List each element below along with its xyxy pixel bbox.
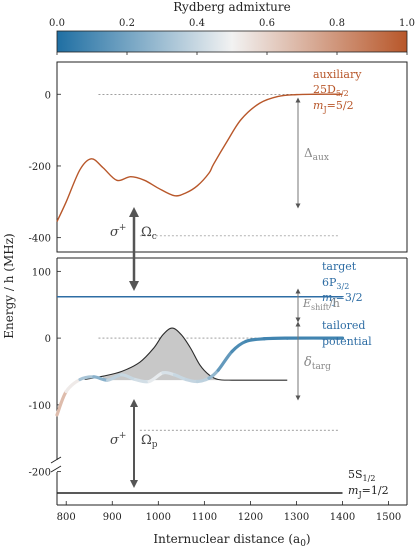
y-tick-label: 0 [45, 334, 51, 345]
x-ticks: 800 900 1000 1100 1200 1300 1400 1500 [57, 501, 401, 523]
x-tick-label: 800 [57, 512, 76, 523]
delta-targ-label: δtarg [304, 355, 331, 372]
y-tick-label: -200 [29, 468, 51, 479]
level-lines [57, 295, 343, 494]
eshift-label: Eshift/h [302, 297, 340, 312]
y-axis-title: Energy / h (MHz) [2, 233, 16, 338]
y-tick-label: 100 [32, 267, 51, 278]
target-dressed-curve [84, 327, 288, 381]
colorbar-title: Rydberg admixture [173, 0, 291, 14]
ground-mj-label: mJ=1/2 [348, 484, 389, 499]
sigma-p-label: σ+ [110, 431, 126, 448]
tailored-label: tailored [322, 319, 365, 332]
potential-label: potential [322, 335, 372, 348]
tailored-potential-segment [64, 377, 82, 394]
y-tick-label: -100 [29, 401, 51, 412]
top-panel-frame [56, 61, 408, 253]
auxiliary-state-label: 25D5/2 [313, 83, 349, 98]
bottom-panel-frame [56, 257, 408, 506]
ground-state-label: 5S1/2 [348, 468, 375, 483]
tailored-potential-segment [216, 349, 234, 372]
y-tick-label: 0 [45, 90, 51, 101]
tailored-potential-segment [230, 339, 248, 354]
axis-break-marks [50, 456, 62, 473]
annotation-arrows [129, 97, 301, 488]
target-state-label: 6P3/2 [322, 276, 349, 291]
target-mj-label: mJ=3/2 [322, 291, 363, 306]
x-tick-label: 1400 [330, 512, 355, 523]
tailored-potential-segment [55, 389, 68, 417]
colorbar-tick-label: 0.6 [259, 18, 275, 29]
sigma-c-label: σ+ [110, 223, 126, 240]
tailored-potential-segment [262, 336, 289, 341]
x-tick-label: 1500 [376, 512, 401, 523]
colorbar-tick-label: 0.0 [49, 18, 65, 29]
tailored-potential-segment [244, 337, 266, 344]
colorbar-tick-labels: 0.0 0.2 0.4 0.6 0.8 1.0 [49, 18, 415, 55]
x-tick-label: 1200 [238, 512, 263, 523]
x-tick-label: 1000 [146, 512, 171, 523]
x-tick-label: 1100 [192, 512, 217, 523]
auxiliary-mj-label: mJ=5/2 [313, 99, 354, 114]
colorbar-tick-label: 0.2 [119, 18, 135, 29]
tailored-potential-segment [207, 368, 220, 380]
tailored-potential-curve [55, 336, 345, 417]
target-dressed-line [84, 327, 288, 381]
omega-p-label: Ωp [141, 433, 158, 450]
colorbar-tick-label: 0.8 [329, 18, 345, 29]
top-y-ticks: 0 -200 -400 [29, 90, 61, 245]
auxiliary-label: auxiliary [313, 68, 362, 81]
delta-aux-label: Δaux [304, 146, 329, 163]
colorbar-tick-label: 0.4 [189, 18, 205, 29]
x-tick-label: 900 [103, 512, 122, 523]
target-label: target [322, 260, 357, 273]
x-tick-label: 1300 [284, 512, 309, 523]
colorbar-gradient [56, 30, 408, 53]
colorbar-tick-label: 1.0 [399, 18, 415, 29]
colorbar: Rydberg admixture 0.0 0.2 0.4 0.6 0.8 1.0 [49, 0, 415, 55]
omega-c-label: Ωc [141, 225, 157, 242]
y-tick-label: -400 [29, 234, 51, 245]
x-axis-title: Internuclear distance (a0) [153, 532, 310, 549]
annotation-labels: auxiliary 25D5/2 mJ=5/2 Δaux σ+ Ωc targe… [110, 68, 389, 499]
bottom-y-ticks: 100 0 -100 -200 [29, 267, 61, 479]
y-tick-label: -200 [29, 162, 51, 173]
reference-lines [98, 93, 338, 431]
auxiliary-potential-curve [56, 93, 343, 222]
auxiliary-potential-line [56, 93, 343, 222]
